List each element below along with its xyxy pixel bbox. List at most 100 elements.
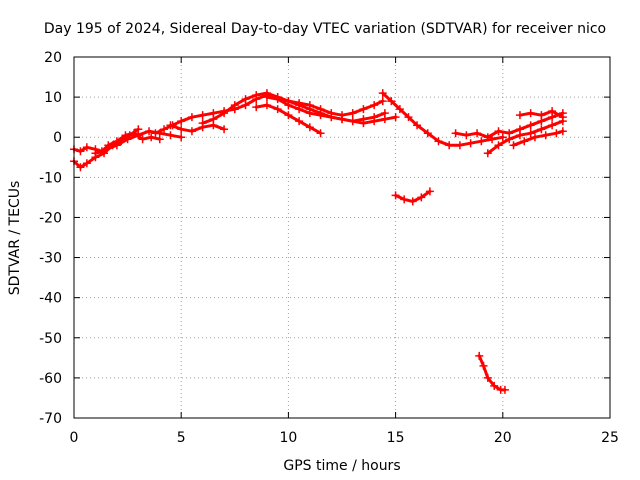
- data-point: [220, 109, 229, 118]
- data-point: [147, 133, 156, 142]
- data-point: [466, 139, 475, 148]
- data-point: [488, 135, 497, 144]
- data-point: [417, 193, 426, 202]
- data-point: [479, 361, 488, 370]
- data-point: [284, 101, 293, 110]
- data-point: [473, 129, 482, 138]
- series-track-i: [262, 93, 400, 128]
- data-point: [477, 137, 486, 146]
- data-point: [252, 103, 261, 112]
- data-point: [76, 163, 85, 172]
- data-point: [327, 113, 336, 122]
- series-line: [169, 123, 226, 133]
- series-track-l: [451, 109, 567, 142]
- series-track-j: [378, 89, 507, 150]
- y-tick-label: 20: [44, 50, 62, 66]
- data-point: [338, 115, 346, 124]
- data-point: [552, 129, 561, 138]
- data-point: [359, 105, 368, 114]
- data-point: [378, 97, 387, 106]
- data-point: [425, 187, 434, 196]
- data-point: [187, 127, 196, 136]
- x-tick-label: 10: [279, 430, 297, 446]
- x-tick-label: 0: [70, 430, 79, 446]
- data-point: [273, 105, 282, 114]
- data-point: [445, 141, 454, 150]
- data-point: [252, 95, 261, 104]
- series-track-n: [509, 127, 567, 150]
- y-tick-label: -40: [39, 291, 62, 307]
- data-point: [498, 133, 507, 142]
- data-point: [177, 133, 186, 142]
- data-point: [395, 105, 404, 114]
- data-point: [187, 113, 196, 122]
- data-point: [295, 105, 304, 114]
- data-point: [434, 137, 443, 146]
- data-point: [82, 143, 91, 152]
- data-point: [370, 101, 379, 110]
- series-track-h: [252, 101, 325, 138]
- series-track-o: [515, 107, 567, 122]
- data-point: [378, 89, 387, 98]
- series-line: [477, 354, 507, 392]
- data-point: [316, 129, 325, 138]
- data-point: [558, 127, 567, 136]
- data-point: [295, 117, 304, 126]
- data-point: [209, 115, 218, 124]
- data-point: [284, 111, 293, 120]
- data-point: [400, 195, 409, 204]
- data-point: [462, 131, 471, 140]
- y-axis-label: SDTVAR / TECUs: [7, 181, 23, 296]
- grid-lines: [74, 57, 610, 418]
- data-point: [500, 385, 509, 394]
- data-point: [273, 95, 282, 104]
- series-track-m: [483, 117, 567, 158]
- data-point: [177, 125, 186, 134]
- data-point: [537, 111, 546, 120]
- data-point: [316, 111, 325, 120]
- data-point: [230, 105, 239, 114]
- data-point: [391, 113, 400, 122]
- data-point: [494, 127, 503, 136]
- data-point: [530, 133, 539, 142]
- data-point: [112, 141, 121, 150]
- y-tick-label: -10: [39, 170, 62, 186]
- data-point: [391, 191, 400, 200]
- data-point: [548, 107, 557, 116]
- data-point: [526, 121, 535, 130]
- data-point: [359, 119, 368, 128]
- data-point: [262, 101, 271, 110]
- data-point: [515, 131, 524, 140]
- data-point: [145, 127, 154, 136]
- series-track-d: [151, 105, 239, 138]
- data-point: [198, 119, 207, 128]
- x-tick-label: 5: [177, 430, 186, 446]
- series-track-c: [91, 127, 186, 158]
- plot-frame: [73, 56, 611, 419]
- data-point: [348, 109, 357, 118]
- data-point: [166, 131, 175, 140]
- data-point: [537, 125, 546, 134]
- data-point: [305, 101, 314, 110]
- data-point: [475, 351, 484, 360]
- x-tick-label: 15: [387, 430, 405, 446]
- data-point: [134, 131, 143, 140]
- y-tick-label: -50: [39, 331, 62, 347]
- data-point: [413, 121, 422, 130]
- data-point: [262, 93, 271, 102]
- data-point: [451, 129, 460, 138]
- series-track-e: [166, 121, 229, 136]
- x-axis-label: GPS time / hours: [283, 458, 400, 474]
- data-point: [494, 141, 503, 150]
- data-point: [348, 117, 357, 126]
- data-point: [526, 129, 535, 138]
- x-tick-label: 20: [494, 430, 512, 446]
- data-point: [404, 113, 413, 122]
- data-point: [505, 135, 514, 144]
- data-point: [305, 123, 314, 132]
- series-track-p: [475, 351, 509, 394]
- data-point: [558, 113, 567, 122]
- data-point: [387, 97, 396, 106]
- data-point: [82, 159, 91, 168]
- data-point: [102, 145, 111, 154]
